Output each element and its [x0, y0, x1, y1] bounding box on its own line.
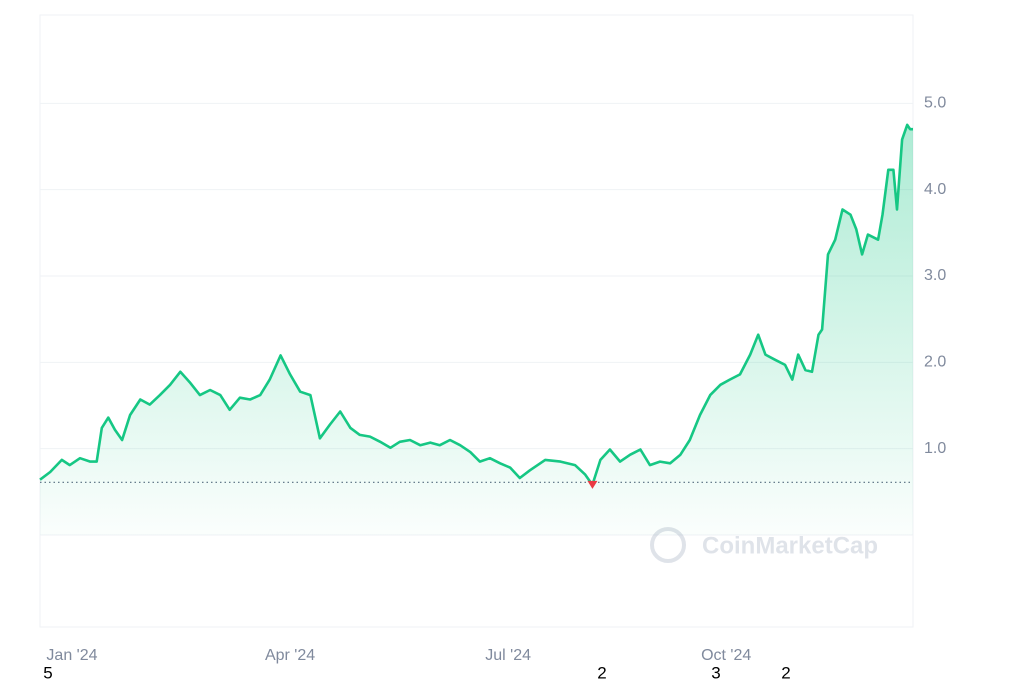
y-tick-label: 3.0 — [924, 267, 946, 284]
y-tick-label: 4.0 — [924, 181, 946, 198]
area — [40, 124, 913, 536]
stray-label: 5 — [43, 663, 52, 682]
stray-label: 2 — [597, 663, 606, 682]
x-tick-label: Jan '24 — [46, 647, 97, 664]
x-tick-label: Oct '24 — [701, 647, 751, 664]
low-marker — [587, 480, 598, 489]
x-tick-label: Jul '24 — [485, 647, 531, 664]
y-tick-label: 5.0 — [924, 95, 946, 112]
watermark: CoinMarketCap — [650, 527, 878, 563]
price-line — [39, 123, 913, 487]
stray-label: 2 — [781, 663, 790, 682]
y-tick-label: 2.0 — [924, 354, 946, 371]
watermark-text: CoinMarketCap — [702, 532, 878, 559]
stray-label: 3 — [711, 663, 720, 682]
y-tick-label: 1.0 — [924, 440, 946, 457]
x-tick-label: Apr '24 — [265, 647, 315, 664]
